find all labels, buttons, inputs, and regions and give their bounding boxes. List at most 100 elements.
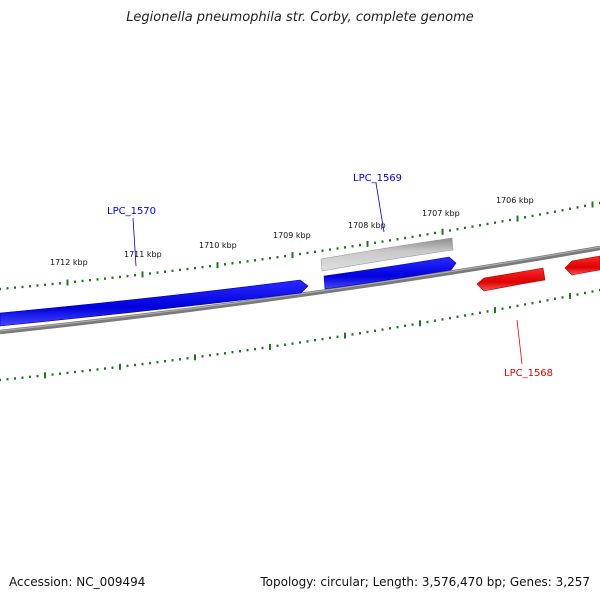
minor-tick [141, 362, 144, 366]
minor-tick [434, 231, 436, 235]
minor-tick [486, 222, 489, 226]
minor-tick [411, 235, 414, 238]
minor-tick [494, 221, 496, 224]
minor-tick [156, 361, 159, 364]
minor-tick [6, 287, 9, 290]
minor-tick [591, 290, 594, 293]
minor-tick [149, 361, 151, 365]
minor-tick [96, 368, 99, 371]
minor-tick [569, 207, 571, 210]
label-line-lpc-1569 [375, 182, 385, 233]
minor-tick [486, 310, 489, 313]
minor-tick [404, 324, 406, 327]
minor-tick [374, 241, 376, 244]
minor-tick [254, 259, 256, 262]
minor-tick [584, 204, 586, 208]
minor-tick [284, 254, 286, 258]
major-tick [141, 271, 144, 278]
minor-tick [531, 214, 534, 218]
gene-label-lpc-1569[interactable]: LPC_1569 [353, 173, 402, 184]
minor-tick [14, 377, 16, 380]
minor-tick [239, 350, 241, 353]
minor-tick [51, 373, 54, 376]
minor-tick [366, 330, 369, 334]
genome-summary-text: Topology: circular; Length: 3,576,470 bp… [260, 575, 590, 589]
minor-tick [179, 358, 181, 361]
gene-lpc-1568[interactable] [476, 267, 546, 292]
major-tick [516, 215, 519, 222]
minor-tick [344, 246, 346, 249]
minor-tick [396, 238, 399, 241]
minor-tick [336, 335, 339, 338]
minor-tick [539, 300, 541, 303]
major-tick [419, 320, 421, 327]
minor-tick [119, 275, 121, 279]
minor-tick [314, 250, 316, 253]
minor-tick [276, 256, 279, 259]
minor-tick [299, 252, 301, 256]
minor-tick [434, 319, 436, 322]
major-tick [591, 201, 594, 208]
gene-lpc-1570[interactable] [0, 279, 309, 327]
minor-tick [359, 332, 361, 335]
minor-tick [554, 210, 556, 213]
minor-tick [126, 364, 129, 368]
minor-tick [471, 312, 474, 316]
major-tick [194, 354, 196, 361]
minor-tick [464, 226, 466, 230]
minor-tick [36, 374, 39, 378]
minor-tick [89, 279, 91, 282]
minor-tick [546, 211, 549, 215]
tick-label-1712: 1712 kbp [50, 258, 88, 267]
minor-tick [546, 299, 549, 302]
minor-tick [351, 333, 354, 336]
minor-tick [509, 218, 511, 222]
minor-tick [81, 370, 84, 373]
tick-label-1709: 1709 kbp [273, 231, 311, 240]
minor-tick [0, 287, 1, 291]
minor-tick [201, 355, 204, 358]
minor-tick [209, 265, 211, 268]
genome-backbone [0, 245, 600, 335]
minor-tick [479, 311, 481, 314]
minor-tick [96, 278, 99, 281]
minor-tick [104, 367, 106, 370]
minor-tick [224, 352, 226, 355]
minor-tick [171, 269, 174, 272]
major-tick [494, 307, 496, 314]
minor-tick [516, 304, 519, 308]
minor-tick [261, 258, 264, 261]
minor-tick [479, 224, 481, 227]
minor-tick [561, 296, 564, 299]
minor-tick [21, 376, 24, 379]
major-tick [269, 343, 271, 350]
gray-feature[interactable] [320, 237, 454, 272]
minor-tick [389, 327, 391, 330]
minor-tick [449, 316, 451, 320]
minor-tick [284, 343, 286, 346]
minor-tick [179, 268, 181, 272]
minor-tick [501, 307, 504, 310]
minor-tick [6, 378, 9, 381]
minor-tick [171, 359, 174, 362]
minor-tick [584, 291, 586, 295]
minor-tick [29, 285, 31, 288]
minor-tick [314, 339, 316, 342]
major-tick [441, 228, 444, 235]
label-line-lpc-1568 [516, 319, 523, 365]
minor-tick [164, 270, 166, 273]
minor-tick [104, 277, 106, 280]
tick-labels: 1712 kbp 1711 kbp 1710 kbp 1709 kbp 1708… [50, 196, 534, 267]
gene-label-lpc-1570[interactable]: LPC_1570 [107, 206, 156, 217]
minor-tick [74, 280, 76, 283]
minor-tick [194, 266, 196, 270]
gene-right-edge[interactable] [564, 255, 600, 276]
gene-lpc-1569[interactable] [323, 256, 457, 290]
major-tick [569, 292, 571, 299]
minor-tick [111, 276, 114, 279]
gene-label-lpc-1568[interactable]: LPC_1568 [504, 368, 553, 379]
minor-tick [0, 378, 1, 382]
minor-tick [51, 282, 54, 286]
minor-tick [306, 251, 309, 255]
major-tick [291, 252, 294, 259]
